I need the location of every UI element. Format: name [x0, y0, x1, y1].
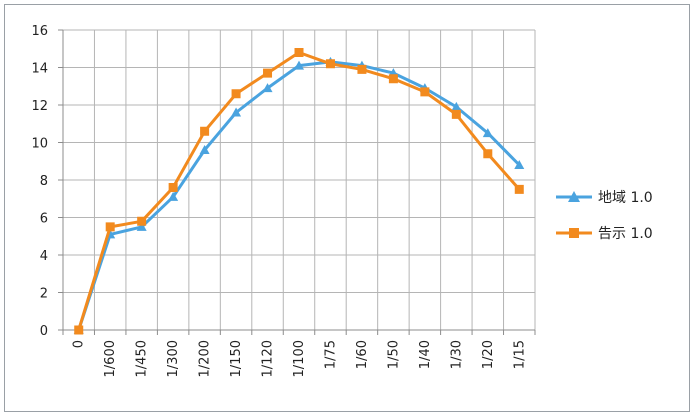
- x-tick-label: 1/30: [449, 340, 464, 369]
- series-2-point: [514, 184, 524, 194]
- series-1-point: [451, 101, 462, 111]
- series-1-point: [168, 191, 179, 201]
- x-tick-label: 1/50: [386, 340, 401, 369]
- x-tick-labels: 0 1/600 1/450 1/300 1/200 1/150 1/120 1/100 1/75…: [72, 340, 528, 377]
- x-tick-label: 0: [72, 340, 87, 348]
- y-tick-label: 12: [31, 99, 48, 114]
- series-2-point: [357, 64, 367, 74]
- series-1-point: [199, 145, 210, 154]
- series-2-point: [200, 126, 210, 136]
- series-1-point: [514, 160, 525, 169]
- y-tick-label: 14: [31, 62, 48, 77]
- series-1-point: [262, 83, 273, 93]
- x-tick-label: 1/200: [198, 340, 213, 377]
- series-2-point: [74, 325, 84, 335]
- series-line-1: [77, 60, 521, 331]
- gridlines: [63, 29, 536, 330]
- x-tick-label: 1/300: [166, 340, 181, 377]
- series-1-point: [482, 128, 493, 138]
- x-tick-label: 1/40: [418, 340, 433, 369]
- series-2-point: [388, 74, 398, 84]
- series-2-point: [263, 68, 273, 78]
- series-2-point: [294, 48, 304, 57]
- y-tick-label: 10: [31, 137, 48, 152]
- series-2-point: [105, 222, 115, 232]
- legend-label: 告示 1.0: [598, 226, 653, 242]
- legend-marker: [568, 191, 580, 202]
- series-2-point: [325, 59, 335, 69]
- legend: 地域 1.0 告示 1.0: [556, 190, 653, 242]
- x-tick-label: 1/150: [229, 340, 244, 377]
- series-1-point: [294, 60, 304, 70]
- series-2-point: [137, 216, 147, 226]
- series-layer: [73, 48, 525, 335]
- x-tick-label: 1/20: [481, 340, 496, 369]
- chart-frame: [4, 4, 690, 412]
- x-tick-label: 1/75: [323, 340, 338, 369]
- x-tick-label: 1/450: [135, 340, 150, 377]
- series-1-point: [136, 221, 147, 231]
- y-tick-label: 16: [31, 24, 48, 39]
- x-tick-label: 1/120: [261, 340, 276, 377]
- series-2-point: [483, 149, 493, 159]
- x-tick-label: 1/100: [292, 340, 307, 377]
- y-tick-label: 4: [40, 249, 48, 264]
- y-tick-label: 8: [40, 174, 48, 189]
- y-tick-label: 0: [40, 324, 48, 339]
- series-line-2: [77, 51, 521, 331]
- axes: [58, 29, 536, 335]
- x-tick-label: 1/15: [512, 340, 527, 369]
- legend-label: 地域 1.0: [598, 190, 653, 206]
- x-tick-label: 1/60: [355, 340, 370, 369]
- series-2-point: [420, 87, 430, 97]
- series-2-point: [231, 89, 241, 99]
- x-tick-label: 1/600: [103, 340, 118, 377]
- series-2-point: [168, 183, 178, 192]
- legend-marker: [569, 228, 579, 238]
- series-1-point: [231, 107, 242, 117]
- y-tick-label: 2: [40, 287, 48, 302]
- series-2-point: [451, 109, 461, 119]
- y-tick-label: 6: [40, 212, 48, 227]
- y-tick-labels: 0 2 4 6 8 10 12 14 16: [31, 24, 48, 339]
